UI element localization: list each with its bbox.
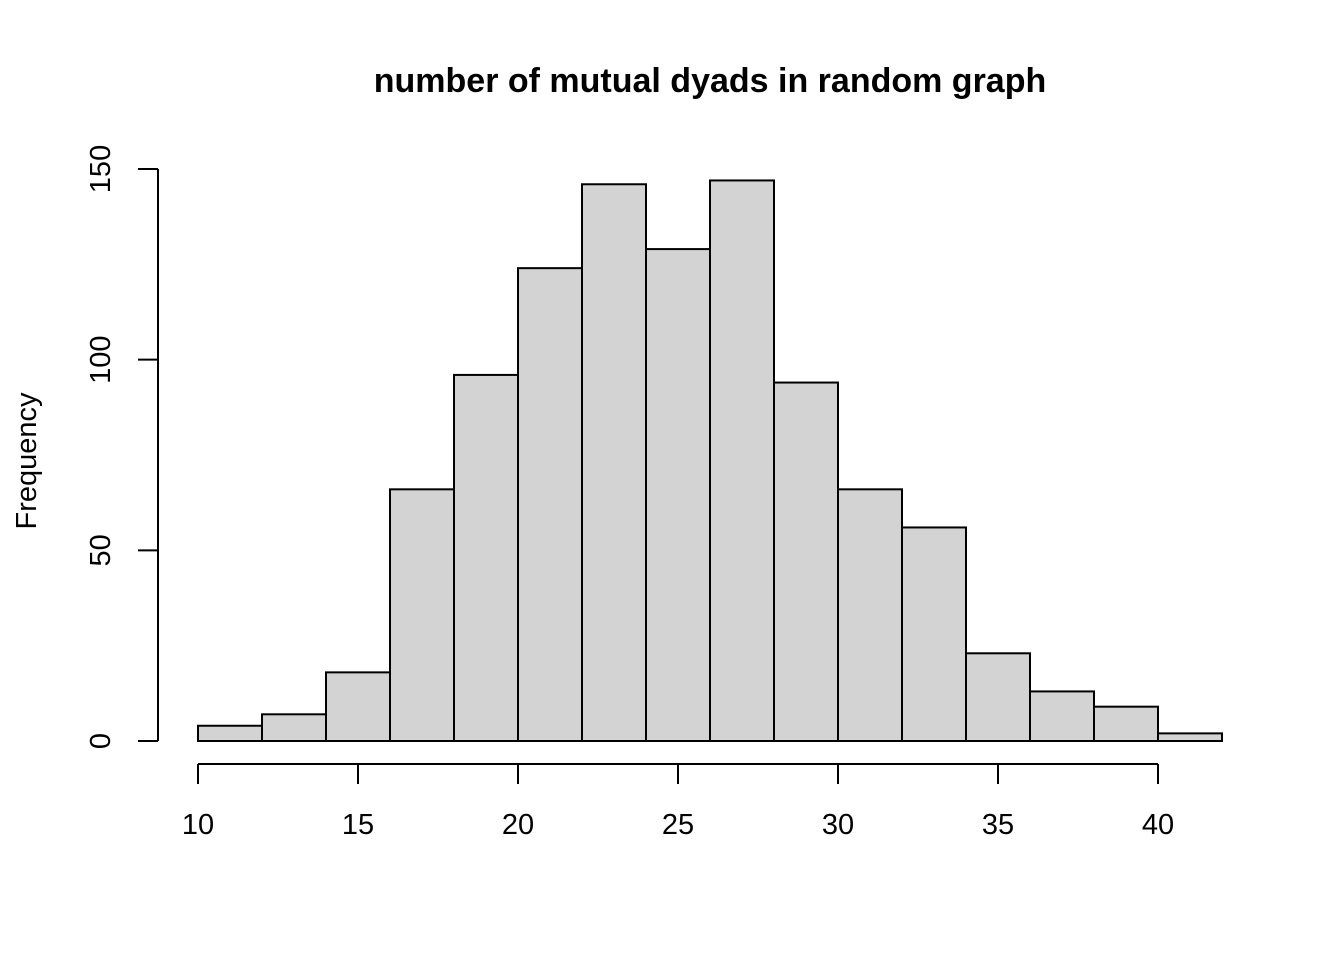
x-tick-label: 35	[982, 809, 1014, 841]
y-tick-label: 100	[85, 335, 117, 383]
x-tick-label: 40	[1142, 809, 1174, 841]
histogram-bar	[965, 652, 1031, 743]
histogram-bar	[901, 526, 967, 742]
histogram-bar	[453, 373, 519, 742]
x-tick-label: 10	[182, 809, 214, 841]
histogram-bar	[1093, 705, 1159, 742]
histogram-bar	[837, 488, 903, 742]
histogram-bar	[325, 671, 391, 742]
histogram-bar	[517, 267, 583, 742]
histogram-bar	[1029, 690, 1095, 743]
histogram-bar	[773, 381, 839, 742]
y-tick-label: 150	[85, 145, 117, 193]
histogram-bar	[261, 713, 327, 742]
histogram-bar	[1157, 732, 1223, 743]
y-axis-label: Frequency	[11, 392, 43, 530]
x-tick-label: 25	[662, 809, 694, 841]
y-tick-label: 50	[85, 534, 117, 566]
histogram-bar	[581, 183, 647, 743]
x-axis: 10 15 20 25 30 35 40	[182, 763, 1174, 841]
bars-group	[197, 179, 1223, 743]
histogram-bar	[389, 488, 455, 742]
y-axis: 0 50 100 150	[85, 145, 159, 749]
chart-title: number of mutual dyads in random graph	[374, 62, 1047, 100]
histogram-bar	[645, 248, 711, 743]
histogram-bar	[197, 724, 263, 743]
x-tick-label: 20	[502, 809, 534, 841]
x-tick-label: 15	[342, 809, 374, 841]
x-tick-label: 30	[822, 809, 854, 841]
histogram-bar	[709, 179, 775, 743]
y-tick-label: 0	[85, 733, 117, 749]
